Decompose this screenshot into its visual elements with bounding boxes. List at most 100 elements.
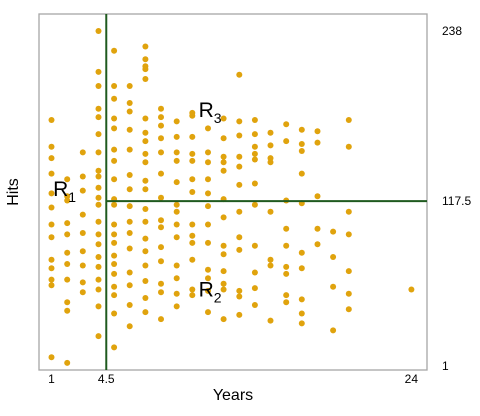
- data-point: [95, 149, 102, 156]
- data-point: [298, 296, 305, 303]
- data-point: [126, 172, 133, 178]
- data-point: [220, 316, 227, 323]
- data-point: [95, 241, 102, 248]
- data-point: [48, 143, 55, 150]
- data-point: [158, 105, 164, 112]
- data-point: [251, 150, 258, 157]
- data-point: [330, 283, 337, 290]
- data-point: [79, 248, 86, 255]
- data-point: [205, 176, 211, 183]
- data-point: [251, 285, 258, 292]
- data-point: [298, 126, 305, 133]
- data-point: [205, 125, 211, 132]
- data-point: [111, 344, 118, 351]
- data-point: [189, 232, 196, 239]
- data-point: [267, 317, 274, 324]
- data-point: [64, 299, 71, 306]
- data-point: [111, 115, 118, 122]
- region-label-main: R: [199, 99, 214, 122]
- data-point: [267, 129, 274, 136]
- data-point: [251, 302, 258, 308]
- data-point: [126, 126, 133, 133]
- data-point: [142, 63, 149, 70]
- data-point: [298, 249, 305, 256]
- data-point: [189, 239, 196, 246]
- data-point: [111, 231, 118, 238]
- data-point: [48, 155, 55, 162]
- data-point: [126, 218, 133, 225]
- data-point: [298, 265, 305, 272]
- data-point: [111, 221, 118, 228]
- data-point: [111, 283, 118, 290]
- region-label-subscript: 1: [68, 189, 76, 205]
- data-point: [126, 108, 133, 115]
- data-point: [267, 159, 274, 166]
- data-point: [330, 327, 337, 334]
- data-point: [236, 246, 243, 253]
- data-point: [314, 241, 321, 248]
- data-point: [220, 214, 227, 221]
- y-tick-label: 238: [442, 24, 462, 38]
- data-point: [267, 155, 274, 162]
- data-point: [251, 269, 258, 276]
- y-tick-labels: 238 117.5 1: [442, 24, 471, 373]
- data-point: [111, 261, 118, 267]
- data-point: [126, 230, 133, 236]
- data-point: [111, 157, 118, 164]
- data-point: [79, 279, 86, 286]
- data-point: [48, 221, 55, 228]
- data-point: [205, 309, 211, 316]
- data-point: [111, 270, 118, 277]
- data-point: [95, 194, 102, 201]
- data-point: [267, 262, 274, 269]
- data-point: [158, 258, 164, 265]
- data-point: [111, 310, 118, 317]
- data-point: [330, 254, 337, 260]
- data-point: [283, 263, 290, 270]
- data-point: [205, 275, 211, 282]
- data-point: [48, 265, 55, 272]
- data-point: [158, 122, 164, 129]
- data-point: [236, 132, 243, 139]
- data-point: [205, 239, 211, 246]
- data-point: [64, 359, 71, 366]
- data-point: [111, 95, 118, 102]
- data-point: [236, 71, 243, 78]
- data-point: [142, 150, 149, 157]
- data-point: [236, 293, 243, 300]
- data-point: [111, 83, 118, 89]
- data-point: [173, 201, 180, 208]
- data-point: [251, 117, 258, 123]
- data-point: [111, 292, 118, 299]
- x-tick-label: 24: [405, 372, 419, 386]
- data-point: [220, 159, 227, 166]
- data-point: [79, 230, 86, 236]
- x-axis-label: Years: [213, 387, 253, 404]
- split-lines: [105, 14, 427, 370]
- y-tick-label: 117.5: [442, 194, 471, 208]
- data-point: [79, 173, 86, 180]
- data-point: [158, 224, 164, 231]
- data-point: [95, 68, 102, 75]
- data-point: [64, 231, 71, 238]
- data-point: [189, 133, 196, 140]
- data-point: [79, 289, 86, 296]
- data-point: [126, 245, 133, 252]
- data-point: [79, 211, 86, 218]
- data-point: [205, 266, 211, 273]
- data-point: [111, 201, 118, 208]
- data-point: [189, 256, 196, 263]
- data-point: [95, 276, 102, 283]
- data-point: [345, 231, 352, 238]
- data-point: [173, 275, 180, 282]
- data-point: [189, 150, 196, 157]
- data-point: [298, 310, 305, 317]
- data-point: [189, 221, 196, 228]
- data-point: [64, 276, 71, 283]
- data-point: [220, 286, 227, 293]
- data-point: [283, 292, 290, 299]
- data-point: [64, 261, 71, 267]
- data-point: [64, 220, 71, 227]
- data-point: [205, 190, 211, 197]
